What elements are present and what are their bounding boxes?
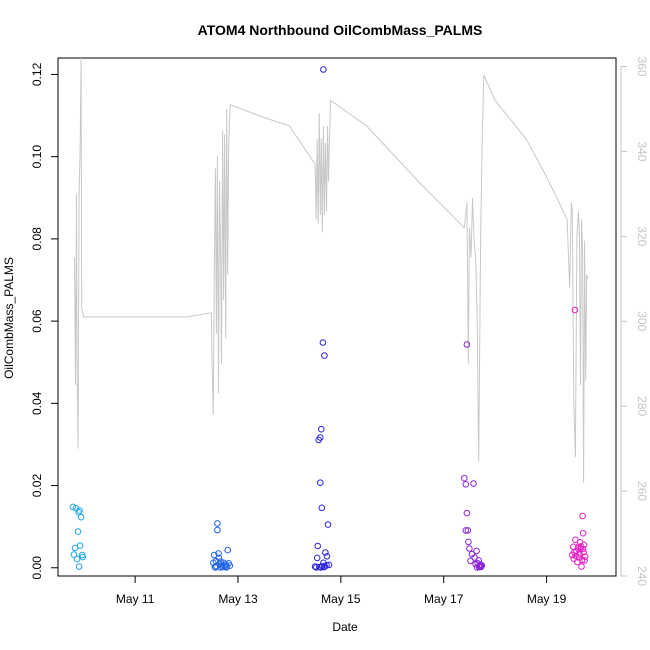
data-point — [473, 547, 480, 555]
data-point — [580, 541, 588, 549]
data-point — [317, 434, 324, 441]
points-layer — [69, 66, 589, 571]
y-tick-label: 0.10 — [30, 145, 44, 169]
y2-tick-label: 320 — [635, 226, 649, 246]
plot-frame — [57, 57, 617, 577]
data-point — [321, 352, 328, 359]
data-point — [74, 528, 82, 535]
data-point — [572, 552, 580, 560]
data-point — [323, 553, 331, 560]
y-axis-label: OilCombMass_PALMS — [2, 257, 16, 379]
data-point — [464, 527, 472, 534]
data-point — [69, 503, 77, 511]
data-point — [467, 557, 474, 565]
y2-tick-label: 360 — [635, 56, 649, 76]
data-point — [579, 545, 587, 553]
data-point — [317, 479, 324, 487]
data-point — [324, 521, 332, 528]
y2-tick-label: 260 — [635, 481, 649, 501]
x-tick-label: May 17 — [424, 592, 464, 606]
data-point — [215, 554, 223, 562]
y-tick-label: 0.12 — [30, 62, 44, 86]
data-point — [312, 564, 320, 571]
y2-tick-label: 300 — [635, 311, 649, 331]
data-point — [320, 563, 328, 571]
data-point — [578, 563, 585, 570]
data-point — [215, 550, 222, 557]
data-point — [214, 520, 221, 527]
secondary-line-layer — [74, 57, 589, 483]
x-axis: May 11 May 13 May 15 May 17 May 19 — [116, 576, 567, 606]
x-axis-label: Date — [332, 620, 358, 634]
data-point — [462, 481, 470, 488]
data-point — [314, 542, 322, 550]
data-point — [224, 546, 231, 554]
data-point — [313, 554, 321, 562]
data-point — [463, 341, 471, 348]
data-point — [581, 557, 588, 564]
data-point — [579, 529, 587, 537]
x-tick-label: May 15 — [321, 592, 361, 606]
data-point — [73, 555, 81, 563]
data-point — [478, 563, 485, 570]
data-point — [79, 553, 86, 561]
y-tick-label: 0.06 — [30, 309, 44, 333]
data-point — [465, 538, 472, 546]
secondary-line — [74, 57, 589, 483]
data-point — [318, 504, 326, 512]
data-point — [466, 545, 473, 552]
y-tick-label: 0.02 — [30, 474, 44, 498]
x-tick-label: May 11 — [116, 592, 155, 606]
data-point — [580, 548, 587, 556]
data-point — [70, 551, 78, 558]
data-point — [578, 556, 586, 564]
y2-tick-label: 240 — [635, 566, 649, 586]
data-point — [571, 306, 579, 314]
data-point — [463, 509, 471, 517]
data-point — [319, 339, 327, 346]
y2-tick-label: 340 — [635, 141, 649, 161]
x-tick-label: May 13 — [218, 592, 258, 606]
data-point — [71, 544, 79, 552]
data-point — [461, 474, 468, 482]
x-tick-label: May 19 — [527, 592, 567, 606]
data-point — [76, 507, 83, 514]
data-point — [579, 512, 586, 520]
data-point — [317, 564, 325, 571]
data-point — [226, 562, 234, 570]
data-point — [320, 66, 327, 73]
y-tick-label: 0.00 — [30, 556, 44, 580]
data-point — [214, 526, 221, 534]
data-point — [75, 563, 83, 570]
data-point — [322, 549, 329, 556]
chart-title: ATOM4 Northbound OilCombMass_PALMS — [198, 22, 483, 38]
data-point — [462, 527, 470, 534]
secondary-y-axis: 240 260 280 300 320 340 360 — [620, 56, 649, 586]
data-point — [211, 551, 218, 559]
y2-tick-label: 280 — [635, 396, 649, 416]
data-point — [470, 480, 477, 487]
y-tick-label: 0.04 — [30, 391, 44, 415]
data-point — [76, 542, 84, 549]
data-point — [77, 513, 85, 521]
data-point — [222, 564, 230, 571]
y-tick-label: 0.08 — [30, 227, 44, 251]
data-point — [318, 425, 325, 433]
y-axis: 0.00 0.02 0.04 0.06 0.08 0.10 0.12 — [30, 62, 58, 579]
data-point — [576, 550, 583, 558]
